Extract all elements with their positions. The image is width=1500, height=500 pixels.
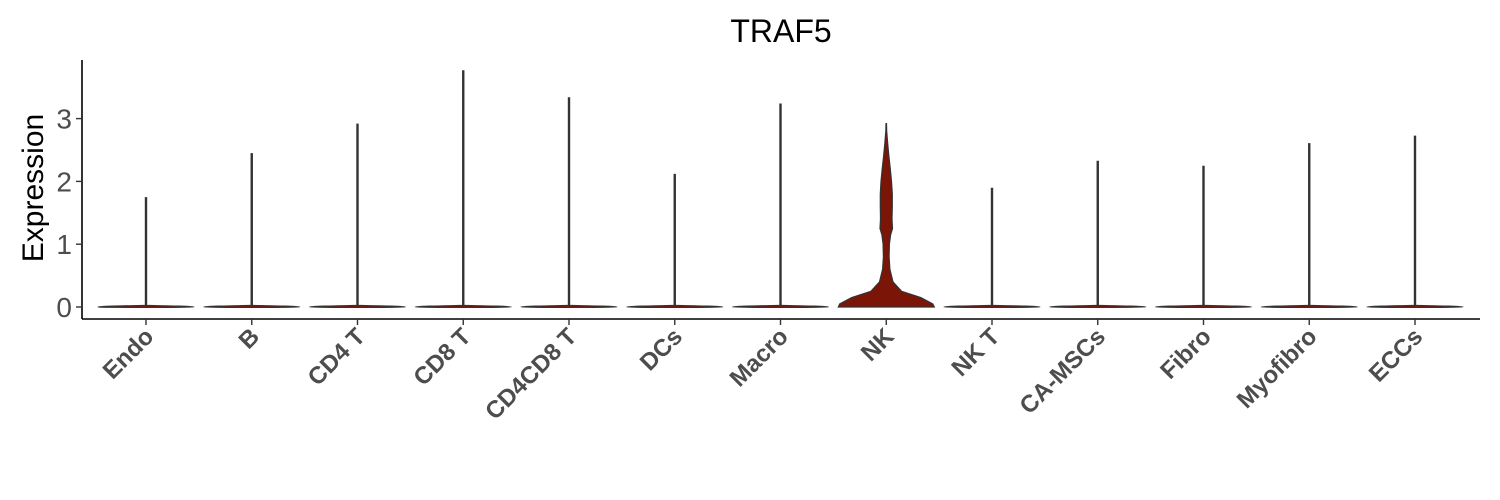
violin-eccs xyxy=(1366,135,1464,309)
violin-shape xyxy=(943,187,1041,309)
violin-shape xyxy=(626,173,724,309)
violin-shape xyxy=(1260,143,1358,309)
violin-endo xyxy=(97,197,195,309)
y-ticks: 0 1 2 3 xyxy=(56,104,82,323)
violin-shape xyxy=(308,123,407,309)
chart-title: TRAF5 xyxy=(730,13,831,49)
violin-myofibro xyxy=(1260,143,1358,309)
violin-shape xyxy=(731,103,830,309)
violin-shape xyxy=(837,123,936,308)
y-axis-label: Expression xyxy=(17,114,50,262)
violin-cd4-t xyxy=(308,123,407,309)
violin-cd8-t xyxy=(414,70,512,309)
violin-shape xyxy=(520,97,618,309)
violin-cd4cd8-t xyxy=(520,97,618,309)
violin-shape xyxy=(1154,165,1253,309)
y-tick-label: 0 xyxy=(56,292,72,323)
x-tick-label-nk-t: NK T xyxy=(947,323,1006,382)
y-tick-label: 3 xyxy=(56,104,72,135)
x-tick-label-cd4-t: CD4 T xyxy=(303,323,371,391)
x-tick-label-myofibro: Myofibro xyxy=(1232,323,1323,414)
violin-shape xyxy=(1366,135,1464,309)
violin-fibro xyxy=(1154,165,1253,309)
x-tick-label-endo: Endo xyxy=(98,323,160,385)
violin-dcs xyxy=(626,173,724,309)
violin-shape xyxy=(203,153,301,309)
violin-nk-t xyxy=(943,187,1041,309)
x-tick-label-b: B xyxy=(234,323,265,354)
x-tick-label-cd4cd8-t: CD4CD8 T xyxy=(480,323,582,425)
x-tick-label-eccs: ECCs xyxy=(1364,323,1428,387)
x-tick-label-macro: Macro xyxy=(725,323,794,392)
violin-b xyxy=(203,153,301,309)
x-tick-label-nk: NK xyxy=(856,323,900,367)
y-tick-label: 1 xyxy=(56,229,72,260)
violin-macro xyxy=(731,103,830,309)
violin-ca-mscs xyxy=(1049,160,1147,309)
violin-nk xyxy=(837,123,936,308)
x-ticks: Endo B CD4 T CD8 T CD4CD8 T DCs Macro NK NK T CA-… xyxy=(98,319,1428,425)
x-tick-label-fibro: Fibro xyxy=(1155,323,1217,385)
x-tick-label-cd8-t: CD8 T xyxy=(408,323,476,391)
y-tick-label: 2 xyxy=(56,166,72,197)
violin-shape xyxy=(414,70,512,309)
violin-shape xyxy=(97,197,195,309)
violin-group xyxy=(97,70,1464,309)
x-tick-label-ca-mscs: CA-MSCs xyxy=(1015,323,1111,419)
x-tick-label-dcs: DCs xyxy=(635,323,688,376)
violin-shape xyxy=(1049,160,1147,309)
